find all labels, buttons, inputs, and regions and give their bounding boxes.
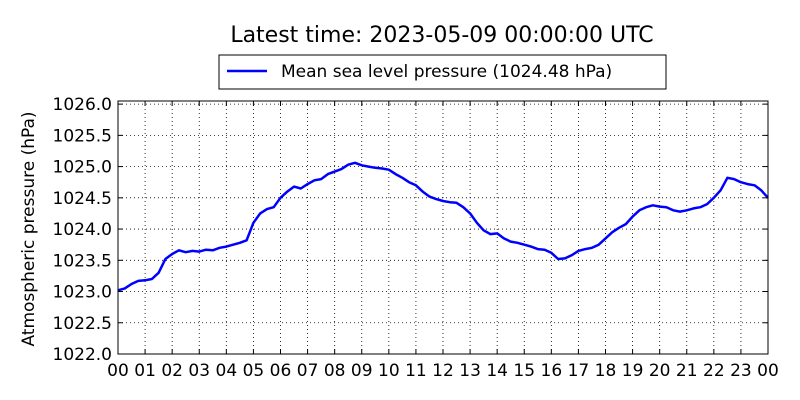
x-tick-label: 19 [622,361,644,381]
legend: Mean sea level pressure (1024.48 hPa) [218,54,667,90]
x-tick-label: 21 [676,361,698,381]
legend-box [218,54,667,90]
x-tick-label: 05 [243,361,265,381]
x-tick-label: 01 [134,361,156,381]
x-tick-label: 02 [161,361,183,381]
x-tick-label: 13 [459,361,481,381]
x-tick-label: 14 [486,361,508,381]
y-tick-label: 1025.0 [53,158,112,178]
y-tick-label: 1022.5 [53,314,112,334]
x-tick-label: 09 [351,361,373,381]
axis-ticks [117,101,769,355]
plot-frame [117,100,769,355]
x-tick-label: 10 [378,361,400,381]
legend-label: Mean sea level pressure (1024.48 hPa) [281,62,612,82]
series-line [117,161,769,292]
x-tick-label: 08 [324,361,346,381]
series-layer [117,161,769,292]
x-tick-label: 17 [568,361,590,381]
y-tick-label: 1024.0 [53,220,112,240]
x-tick-label: 23 [730,361,752,381]
y-tick-label: 1023.0 [53,283,112,303]
chart-title: Latest time: 2023-05-09 00:00:00 UTC [230,23,653,48]
y-axis-label: Atmospheric pressure (hPa) [19,111,39,346]
x-tick-label: 18 [595,361,617,381]
x-tick-label: 06 [270,361,292,381]
x-tick-label: 00 [757,361,779,381]
x-tick-label: 16 [541,361,563,381]
gridlines [118,101,768,354]
x-tick-label: 07 [297,361,319,381]
x-tick-label: 00 [107,361,129,381]
x-tick-label: 04 [216,361,238,381]
x-tick-label: 22 [703,361,725,381]
x-tick-label: 11 [405,361,427,381]
y-tick-labels: 1022.0 1022.5 1023.0 1023.5 1024.0 1024.5 1025… [53,95,112,365]
x-tick-label: 20 [649,361,671,381]
x-tick-label: 03 [188,361,210,381]
y-tick-label: 1024.5 [53,189,112,209]
y-tick-label: 1022.0 [53,345,112,365]
x-tick-label: 15 [513,361,535,381]
y-tick-label: 1023.5 [53,251,112,271]
x-tick-labels: 00 01 02 03 04 05 06 07 08 09 10 11 12 13 14 15 16 17 18 19… [107,361,779,381]
y-tick-label: 1026.0 [53,95,112,115]
x-tick-label: 12 [432,361,454,381]
y-tick-label: 1025.5 [53,126,112,146]
